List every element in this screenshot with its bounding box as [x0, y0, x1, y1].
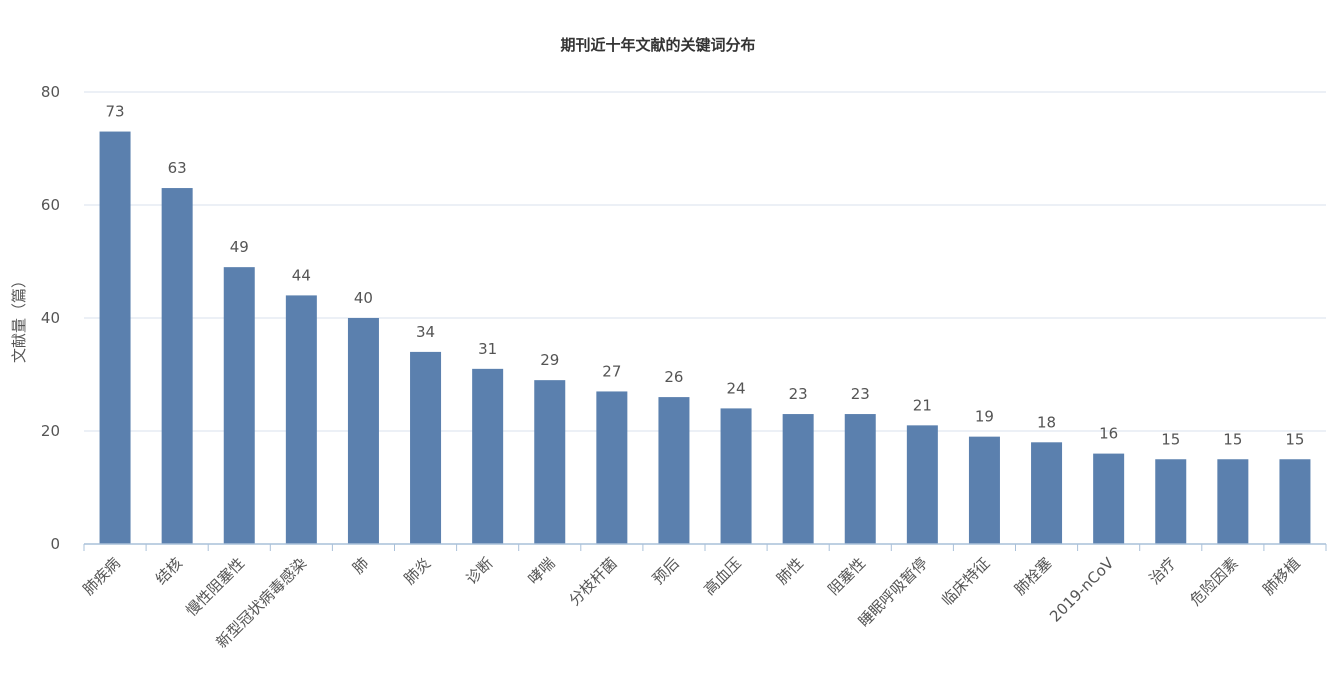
data-label: 19	[975, 408, 994, 426]
x-tick-label: 肺	[349, 554, 372, 577]
bars	[99, 131, 1311, 545]
data-label: 29	[540, 351, 559, 369]
y-tick-label: 0	[50, 535, 60, 553]
y-tick-label: 20	[41, 422, 60, 440]
bar	[99, 131, 131, 545]
data-label: 16	[1099, 425, 1118, 443]
x-tick-label: 预后	[649, 554, 683, 588]
bar	[1155, 459, 1187, 544]
y-axis-label: 文献量（篇）	[10, 273, 28, 363]
chart-title: 期刊近十年文献的关键词分布	[560, 36, 755, 54]
data-label: 34	[416, 323, 435, 341]
data-label: 49	[230, 238, 249, 256]
bar	[1279, 459, 1311, 544]
x-tick-label: 肺移植	[1259, 554, 1304, 599]
x-tick-label: 危险因素	[1187, 554, 1242, 609]
bar	[285, 295, 317, 544]
x-tick-label: 肺炎	[400, 554, 434, 588]
data-label: 23	[789, 385, 808, 403]
y-axis-ticks: 0 20 40 60 80	[41, 83, 60, 553]
grid-lines	[84, 91, 1326, 432]
x-tick-label: 治疗	[1146, 554, 1180, 588]
x-tick-label: 阻塞性	[825, 554, 870, 599]
data-label: 63	[168, 159, 187, 177]
bar	[472, 368, 504, 544]
x-tick-label: 哮喘	[525, 554, 559, 588]
bar	[1217, 459, 1249, 544]
x-tick-label: 肺性	[773, 554, 807, 588]
data-label: 73	[106, 103, 125, 121]
bar	[347, 318, 379, 544]
x-axis	[83, 543, 1327, 551]
y-tick-label: 40	[41, 309, 60, 327]
x-tick-label: 2019-nCoV	[1046, 554, 1118, 626]
data-label: 23	[851, 385, 870, 403]
bar	[720, 408, 752, 544]
bar	[968, 436, 1000, 544]
bar	[596, 391, 628, 544]
x-tick-label: 诊断	[463, 554, 497, 588]
data-label: 21	[913, 396, 932, 414]
bar	[223, 267, 255, 544]
y-tick-label: 60	[41, 196, 60, 214]
x-tick-label: 高血压	[700, 554, 745, 599]
bar	[782, 414, 814, 544]
data-label: 18	[1037, 413, 1056, 431]
bar	[658, 397, 690, 544]
bar	[1031, 442, 1063, 544]
x-axis-ticks: 肺疾病 结核慢性阻塞性新型冠状病毒感染肺肺炎 诊断 哮喘 分枝杆菌 预后 高血压 肺性 阻塞性睡…	[79, 554, 1303, 652]
data-label: 15	[1161, 430, 1180, 448]
data-label: 40	[354, 289, 373, 307]
x-tick-label: 分枝杆菌	[566, 554, 621, 609]
data-label: 44	[292, 266, 311, 284]
data-labels: 73 63 49 44 40 34 31 29 27 26 24 23 23 21 19 18 16 15 15 15	[106, 103, 1305, 449]
data-label: 31	[478, 340, 497, 358]
data-label: 26	[664, 368, 683, 386]
x-tick-label: 慢性阻塞性	[182, 554, 248, 620]
x-tick-label: 肺疾病	[79, 554, 124, 599]
bar	[161, 188, 193, 545]
x-tick-label: 肺栓塞	[1011, 554, 1056, 599]
data-label: 27	[602, 362, 621, 380]
bar	[906, 425, 938, 544]
y-tick-label: 80	[41, 83, 60, 101]
data-label: 15	[1285, 430, 1304, 448]
x-tick-label: 临床特征	[938, 554, 993, 609]
data-label: 15	[1223, 430, 1242, 448]
x-tick-label: 结核	[152, 554, 186, 588]
bar	[1093, 453, 1125, 544]
bar	[410, 351, 442, 544]
bar	[844, 414, 876, 544]
data-label: 24	[727, 379, 746, 397]
bar	[534, 380, 566, 544]
